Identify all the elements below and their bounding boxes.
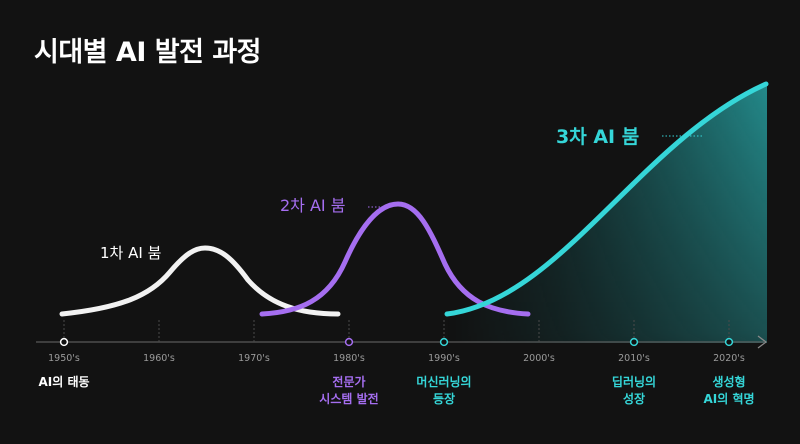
first-boom-curve xyxy=(59,245,341,317)
page-title: 시대별 AI 발전 과정 xyxy=(34,37,262,68)
third-boom-label: 3차 AI 붐 xyxy=(556,126,639,148)
milestone-line1: AI의 태동 xyxy=(38,375,90,389)
second-boom-label: 2차 AI 붐 xyxy=(280,196,345,215)
first-boom-label: 1차 AI 붐 xyxy=(100,244,161,262)
milestone-label: 생성형 AI의 혁명 xyxy=(703,374,754,408)
milestone-marker xyxy=(59,337,69,347)
milestone-line1: 생성형 xyxy=(712,375,746,389)
milestone-line1: 머신러닝의 xyxy=(416,375,472,389)
tick-label: 1970's xyxy=(238,353,270,364)
milestone-marker xyxy=(629,337,639,347)
milestone-line2: 등장 xyxy=(432,392,456,406)
milestone-line2: 시스템 발전 xyxy=(319,392,379,406)
tick-label: 2020's xyxy=(713,353,745,364)
milestone-line1: 전문가 xyxy=(332,375,366,389)
tick-label: 1990's xyxy=(428,353,460,364)
third-boom-curve xyxy=(444,81,769,317)
milestone-label: AI의 태동 xyxy=(38,374,89,391)
milestone-marker xyxy=(344,337,354,347)
timeline-arrow-icon xyxy=(757,335,768,349)
tick-label: 2000's xyxy=(523,353,555,364)
milestone-line2: 성장 xyxy=(622,392,646,406)
timeline-ticks: 1950's 1960's 1970's 1980's 1990's 2000's 2010… xyxy=(48,320,745,364)
tick-label: 1960's xyxy=(143,353,175,364)
milestone-marker xyxy=(439,337,449,347)
milestone-line1: 딥러닝의 xyxy=(611,375,657,389)
milestone-line2: AI의 혁명 xyxy=(703,392,755,406)
tick-label: 2010's xyxy=(618,353,650,364)
second-boom-curve xyxy=(259,201,531,317)
tick-label: 1980's xyxy=(333,353,365,364)
tick-label: 1950's xyxy=(48,353,80,364)
milestone-marker xyxy=(724,337,734,347)
